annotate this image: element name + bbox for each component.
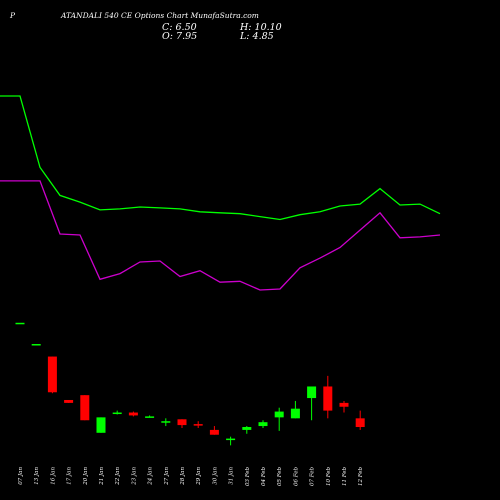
candle-body: [355, 418, 365, 428]
x-tick-layer: 07 Jan 13 Jan 16 Jan 17 Jan 20 Jan 21 Jan 22 J…: [18, 467, 364, 487]
candle-body: [161, 421, 171, 423]
candle-body: [339, 402, 349, 407]
candle: [242, 426, 252, 434]
x-tick-label: 13 Jan: [34, 467, 40, 485]
candle-body: [290, 408, 300, 419]
x-tick-label: 07 Jan: [18, 467, 24, 485]
close-label: C:: [162, 22, 173, 33]
high-label: H:: [240, 22, 252, 33]
candle: [145, 415, 155, 418]
x-tick-label: 21 Jan: [99, 467, 105, 486]
x-tick-label: 05 Feb: [277, 467, 283, 487]
x-tick-label: 10 Feb: [326, 467, 332, 487]
candle-body: [128, 412, 138, 416]
high-readout: H: 10.10: [240, 22, 282, 33]
candle-body: [31, 344, 41, 346]
candle-body: [177, 419, 187, 426]
x-tick-label: 24 Jan: [148, 467, 154, 486]
candle: [64, 399, 74, 403]
x-tick-label: 12 Feb: [358, 467, 364, 487]
moving-average-layer: [0, 95, 441, 291]
candle-body: [64, 399, 74, 403]
high-value: 10.10: [254, 22, 282, 33]
candle: [274, 407, 284, 431]
low-readout: L: 4.85: [240, 31, 274, 42]
candle: [112, 410, 122, 415]
candle-layer: [15, 322, 365, 446]
low-value: 4.85: [252, 31, 274, 42]
candle: [323, 375, 333, 419]
candle-body: [258, 422, 268, 427]
candle: [226, 436, 236, 446]
ma-slow-line: [0, 180, 441, 291]
candle: [193, 421, 203, 428]
candle-body: [80, 395, 90, 421]
close-value: 6.50: [175, 22, 197, 33]
candle: [177, 419, 187, 428]
candle: [258, 420, 268, 428]
candle: [161, 418, 171, 427]
candle-body: [112, 412, 122, 415]
candle-body: [274, 411, 284, 418]
candle-body: [307, 386, 317, 399]
open-value: 7.95: [176, 31, 198, 42]
symbol-code: P: [10, 11, 16, 20]
low-label: L:: [240, 31, 250, 42]
open-readout: O: 7.95: [162, 31, 197, 42]
x-tick-label: 06 Feb: [293, 467, 299, 487]
close-readout: C: 6.50: [162, 22, 197, 33]
x-tick-label: 17 Jan: [67, 467, 73, 485]
candle: [290, 400, 300, 419]
open-label: O:: [162, 31, 173, 42]
x-tick-label: 07 Feb: [310, 467, 316, 487]
candle-body: [145, 416, 155, 418]
candle: [209, 426, 219, 435]
ma-fast-line: [0, 95, 441, 221]
x-tick-label: 27 Jan: [164, 467, 170, 486]
candle-body: [193, 424, 203, 426]
x-tick-label: 29 Jan: [196, 467, 202, 486]
candle-body: [47, 356, 57, 393]
x-tick-label: 28 Jan: [180, 467, 186, 486]
candle: [307, 386, 317, 421]
x-tick-label: 20 Jan: [83, 467, 89, 486]
candle: [80, 395, 90, 421]
candle: [47, 356, 57, 394]
chart-title: ATANDALI 540 CE Options Chart MunafaSutr…: [61, 11, 259, 20]
candle-body: [209, 429, 219, 435]
candle: [96, 417, 106, 433]
candle: [355, 410, 365, 430]
candle: [15, 322, 25, 325]
candle: [339, 400, 349, 413]
x-tick-label: 22 Jan: [115, 467, 121, 486]
x-tick-label: 31 Jan: [229, 467, 235, 485]
candle-body: [323, 386, 333, 411]
candle-body: [96, 417, 106, 433]
candle-body: [242, 427, 252, 430]
x-tick-label: 03 Feb: [245, 467, 251, 487]
x-tick-label: 23 Jan: [131, 467, 137, 486]
candle-body: [226, 438, 236, 441]
x-tick-label: 04 Feb: [261, 467, 267, 487]
x-tick-label: 11 Feb: [342, 467, 348, 487]
candle-body: [15, 322, 25, 325]
candle: [128, 411, 138, 417]
x-tick-label: 30 Jan: [212, 467, 218, 485]
x-tick-label: 16 Jan: [50, 467, 56, 485]
candle: [31, 344, 41, 346]
